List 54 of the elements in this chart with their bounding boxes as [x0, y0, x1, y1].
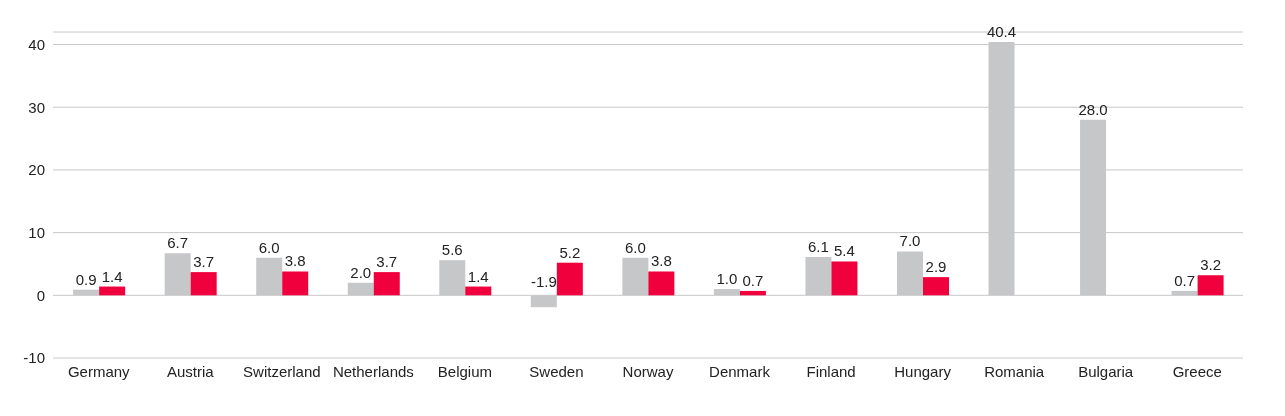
- bar: [1197, 275, 1224, 296]
- bar: [282, 271, 309, 296]
- data-label: 3.7: [193, 253, 215, 271]
- data-label: 5.4: [834, 242, 855, 260]
- data-label: 6.0: [258, 238, 280, 256]
- bar: [831, 261, 858, 296]
- bar: [190, 272, 217, 296]
- y-tick-label: 40: [28, 35, 45, 53]
- data-label: 3.7: [376, 253, 398, 271]
- data-label: 1.4: [467, 267, 489, 285]
- x-tick-label: Austria: [166, 362, 215, 380]
- data-label: 7.0: [899, 232, 921, 250]
- data-label: 28.0: [1078, 100, 1108, 118]
- data-label: 5.2: [559, 243, 581, 261]
- x-tick-label: Romania: [984, 362, 1045, 380]
- data-label: 1.0: [716, 270, 738, 288]
- x-tick-label: Finland: [806, 362, 856, 380]
- x-tick-label: Hungary: [894, 362, 952, 380]
- y-tick-label: 0: [36, 286, 45, 304]
- bar: [556, 262, 583, 296]
- x-tick-label: Belgium: [437, 362, 493, 380]
- y-tick-label: 30: [28, 98, 45, 116]
- data-label: 6.1: [808, 238, 829, 256]
- data-label: 0.9: [75, 270, 97, 288]
- data-label: 6.0: [624, 238, 646, 256]
- data-label: 0.7: [742, 271, 764, 289]
- x-tick-label: Germany: [67, 362, 131, 380]
- bar: [648, 271, 675, 296]
- bar: [373, 272, 400, 296]
- data-label: 5.6: [441, 241, 463, 259]
- bar: [99, 286, 126, 296]
- x-tick-label: Denmark: [709, 362, 771, 380]
- data-label: 2.0: [350, 263, 372, 281]
- x-tick-label: Sweden: [529, 362, 584, 380]
- bar: [739, 290, 766, 296]
- x-tick-label: Bulgaria: [1078, 362, 1134, 380]
- y-tick-label: -10: [23, 349, 45, 367]
- data-label: 40.4: [986, 23, 1017, 41]
- data-label: 3.8: [650, 252, 672, 270]
- y-tick-label: 10: [28, 223, 45, 241]
- data-label: 3.8: [284, 252, 306, 270]
- x-tick-label: Netherlands: [332, 362, 414, 380]
- data-label: 2.9: [925, 258, 947, 276]
- bar: [465, 286, 492, 296]
- x-tick-label: Norway: [622, 362, 674, 380]
- x-tick-label: Switzerland: [243, 362, 321, 380]
- data-label: 3.2: [1200, 256, 1222, 274]
- data-label: 6.7: [167, 234, 189, 252]
- data-label: -1.9: [530, 273, 557, 291]
- x-tick-label: Greece: [1172, 362, 1222, 380]
- y-tick-label: 20: [28, 161, 45, 179]
- data-label: 0.7: [1174, 271, 1196, 289]
- data-label: 1.4: [101, 267, 123, 285]
- bar: [922, 277, 949, 296]
